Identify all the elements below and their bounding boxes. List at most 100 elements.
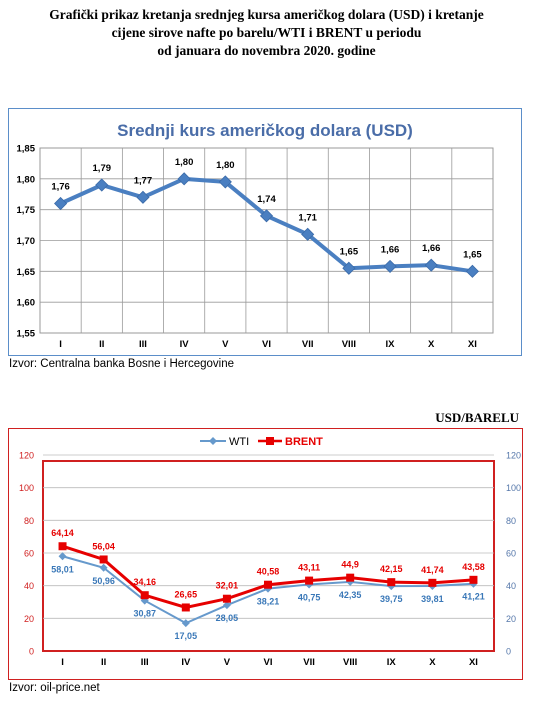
wti-data-label: 40,75 [298, 592, 321, 602]
wti-data-label: 42,35 [339, 590, 362, 600]
usd-x-tick-label: VIII [342, 339, 356, 350]
brent-data-point [346, 573, 355, 582]
wti-data-label: 17,05 [175, 631, 198, 641]
usd-data-label: 1,65 [463, 249, 482, 260]
brent-data-point [428, 578, 437, 587]
wti-data-label: 30,87 [133, 609, 156, 619]
brent-data-label: 64,14 [51, 528, 74, 538]
brent-data-point [264, 580, 272, 589]
usd-chart-title: Srednji kurs američkog dolara (USD) [117, 121, 413, 140]
oil-y-left-tick-label: 20 [24, 614, 34, 624]
usd-data-label: 1,77 [134, 175, 153, 186]
oil-x-tick-label: XI [469, 657, 478, 668]
wti-data-label: 50,96 [92, 576, 115, 586]
brent-data-point [305, 576, 314, 585]
legend-brent-label: BRENT [285, 436, 323, 448]
usd-x-tick-label: V [222, 339, 229, 350]
usd-data-point [259, 209, 274, 223]
title-line-3: od januara do novembra 2020. godine [157, 43, 376, 58]
brent-data-point [140, 591, 149, 600]
oil-y-right-tick-label: 60 [506, 549, 516, 559]
brent-data-point [469, 575, 478, 584]
title-line-2: cijene sirove nafte po barelu/WTI i BREN… [111, 25, 422, 40]
title-line-1: Grafički prikaz kretanja srednjeg kursa … [49, 7, 484, 22]
usd-data-label: 1,65 [340, 246, 359, 257]
usd-data-label: 1,79 [93, 163, 112, 174]
usd-chart-source: Izvor: Centralna banka Bosne i Hercegovi… [9, 358, 235, 370]
oil-chart-source: Izvor: oil-price.net [9, 682, 100, 694]
oil-x-tick-label: III [141, 657, 149, 668]
oil-x-tick-label: IV [181, 657, 191, 668]
oil-x-tick-label: IX [387, 657, 397, 668]
wti-data-point [222, 601, 231, 610]
oil-y-right-tick-label: 100 [506, 483, 521, 493]
oil-y-left-tick-label: 120 [19, 451, 34, 461]
oil-y-left-tick-label: 0 [29, 647, 34, 657]
legend-wti-marker [209, 437, 217, 445]
usd-x-tick-label: X [428, 339, 435, 350]
usd-x-tick-label: VI [262, 339, 271, 350]
wti-data-point [181, 619, 190, 628]
usd-data-point [342, 261, 356, 275]
brent-data-label: 43,11 [298, 563, 320, 573]
brent-data-label: 42,15 [380, 564, 403, 574]
brent-data-label: 40,58 [257, 567, 280, 577]
brent-data-point [387, 578, 396, 587]
usd-data-label: 1,74 [257, 194, 276, 205]
brent-data-label: 34,16 [133, 577, 156, 587]
usd-data-point [218, 175, 232, 189]
oil-y-right-tick-label: 0 [506, 647, 511, 657]
usd-y-tick-label: 1,80 [17, 174, 36, 185]
oil-y-right-tick-label: 20 [506, 614, 516, 624]
brent-data-label: 56,04 [92, 541, 115, 551]
brent-data-label: 44,9 [341, 560, 359, 570]
usd-x-tick-label: XI [468, 339, 477, 350]
brent-data-label: 41,74 [421, 565, 444, 575]
usd-data-point [136, 190, 150, 204]
usd-y-tick-label: 1,75 [17, 205, 36, 216]
page-title: Grafički prikaz kretanja srednjeg kursa … [0, 6, 533, 60]
oil-x-tick-label: II [101, 657, 106, 668]
oil-y-left-tick-label: 100 [19, 483, 34, 493]
oil-x-tick-label: I [61, 657, 64, 668]
usd-data-label: 1,80 [175, 157, 194, 168]
brent-data-label: 26,65 [175, 589, 198, 599]
oil-y-left-tick-label: 60 [24, 549, 34, 559]
wti-data-point [99, 563, 108, 572]
oil-y-left-tick-label: 40 [24, 581, 34, 591]
usd-data-point [424, 258, 438, 272]
usd-x-tick-label: II [99, 339, 104, 350]
usd-data-label: 1,66 [381, 244, 400, 255]
usd-x-tick-label: IX [386, 339, 396, 350]
brent-data-label: 32,01 [216, 581, 239, 591]
usd-data-label: 1,66 [422, 243, 441, 254]
oil-x-tick-label: VIII [343, 657, 357, 668]
brent-data-point [99, 555, 108, 564]
usd-data-label: 1,76 [51, 182, 70, 193]
usd-x-tick-label: VII [302, 339, 314, 350]
usd-y-tick-label: 1,85 [17, 144, 36, 155]
usd-data-point [95, 178, 109, 192]
brent-data-point [181, 603, 190, 612]
oil-y-right-tick-label: 120 [506, 451, 521, 461]
wti-data-point [58, 552, 67, 561]
wti-data-label: 39,75 [380, 594, 403, 604]
usd-y-tick-label: 1,60 [17, 298, 36, 309]
legend-brent-marker [266, 437, 274, 445]
brent-data-point [58, 542, 67, 551]
wti-data-label: 28,05 [216, 613, 239, 623]
usd-data-point [383, 259, 397, 273]
legend-wti-label: WTI [229, 436, 249, 448]
oil-plot-area [42, 460, 495, 652]
oil-x-tick-label: X [429, 657, 436, 668]
usd-y-tick-label: 1,55 [17, 329, 36, 340]
usd-y-tick-label: 1,65 [17, 267, 36, 278]
oil-y-right-tick-label: 40 [506, 581, 516, 591]
usd-x-tick-label: IV [180, 339, 190, 350]
oil-y-right-tick-label: 80 [506, 516, 516, 526]
oil-unit-label: USD/BARELU [435, 410, 519, 425]
wti-data-label: 38,21 [257, 597, 280, 607]
brent-data-point [222, 594, 231, 603]
oil-y-left-tick-label: 80 [24, 516, 34, 526]
